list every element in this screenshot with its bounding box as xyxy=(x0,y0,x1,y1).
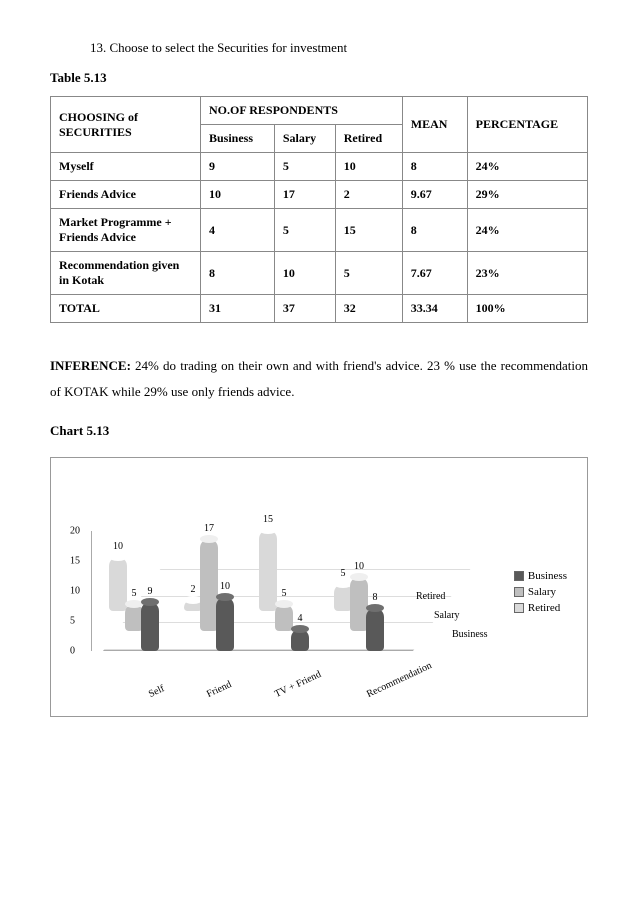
chart-bar-value: 8 xyxy=(373,592,378,603)
table-cell: 9 xyxy=(201,153,275,181)
chart-category-label: Friend xyxy=(205,679,233,700)
table-cell: 10 xyxy=(335,153,402,181)
chart-container: 05101520 RetiredSalaryBusiness SelfFrien… xyxy=(50,457,588,717)
chart-category-label: Self xyxy=(147,683,166,700)
chart-bar-value: 5 xyxy=(132,588,137,599)
legend-label: Salary xyxy=(528,586,556,598)
chart-depth-labels: Retired Salary Business xyxy=(416,589,488,648)
table-row: Friends Advice101729.6729% xyxy=(51,181,588,209)
chart-bar: 9 xyxy=(141,602,159,651)
table-cell: 10 xyxy=(274,252,335,295)
legend-label: Business xyxy=(528,570,567,582)
inference-text: 24% do trading on their own and with fri… xyxy=(50,358,588,399)
chart-y-tick: 0 xyxy=(70,646,75,657)
table-cell: 4 xyxy=(201,209,275,252)
chart-bar-value: 2 xyxy=(191,584,196,595)
table-cell: Market Programme + Friends Advice xyxy=(51,209,201,252)
chart-bar-value: 10 xyxy=(354,561,364,572)
chart-category-label: TV + Friend xyxy=(273,669,323,700)
chart-category-label: Recommendation xyxy=(365,660,434,700)
legend-item: Retired xyxy=(514,602,567,614)
chart-depth-label: Business xyxy=(452,629,488,640)
table-cell: 24% xyxy=(467,209,587,252)
chart-caption: Chart 5.13 xyxy=(50,423,588,439)
chart-bar-value: 15 xyxy=(263,514,273,525)
chart-depth-label: Salary xyxy=(434,610,488,621)
chart-depth-label: Retired xyxy=(416,591,488,602)
legend-swatch xyxy=(514,571,524,581)
inference-label: INFERENCE: xyxy=(50,358,131,373)
inference-paragraph: INFERENCE: 24% do trading on their own a… xyxy=(50,353,588,405)
th-choosing: CHOOSING of SECURITIES xyxy=(51,97,201,153)
respondents-table: CHOOSING of SECURITIES NO.OF RESPONDENTS… xyxy=(50,96,588,323)
table-cell: 31 xyxy=(201,295,275,323)
chart-y-tick: 15 xyxy=(70,556,80,567)
table-cell: 33.34 xyxy=(402,295,467,323)
legend-item: Business xyxy=(514,570,567,582)
table-cell: Friends Advice xyxy=(51,181,201,209)
th-business: Business xyxy=(201,125,275,153)
table-cell: 2 xyxy=(335,181,402,209)
table-cell: 5 xyxy=(274,209,335,252)
table-cell: 29% xyxy=(467,181,587,209)
table-caption: Table 5.13 xyxy=(50,70,588,86)
table-row: Myself9510824% xyxy=(51,153,588,181)
chart-y-tick: 20 xyxy=(70,526,80,537)
chart-bar-value: 9 xyxy=(148,586,153,597)
chart-y-tick: 5 xyxy=(70,616,75,627)
table-cell: 10 xyxy=(201,181,275,209)
chart-bar-value: 5 xyxy=(341,568,346,579)
th-salary: Salary xyxy=(274,125,335,153)
chart-bar: 8 xyxy=(366,608,384,651)
chart-bar-value: 10 xyxy=(113,541,123,552)
table-row: Market Programme + Friends Advice4515824… xyxy=(51,209,588,252)
table-cell: 5 xyxy=(335,252,402,295)
table-cell: Recommendation given in Kotak xyxy=(51,252,201,295)
table-cell: 32 xyxy=(335,295,402,323)
th-choosing-label: CHOOSING of SECURITIES xyxy=(59,110,138,139)
table-cell: 37 xyxy=(274,295,335,323)
table-cell: 8 xyxy=(402,209,467,252)
table-cell: 8 xyxy=(402,153,467,181)
chart-bar: 10 xyxy=(216,597,234,651)
chart-legend: Business Salary Retired xyxy=(514,566,567,618)
chart-bar-value: 17 xyxy=(204,523,214,534)
chart-bar-value: 4 xyxy=(298,613,303,624)
chart-y-tick: 10 xyxy=(70,586,80,597)
table-cell: 100% xyxy=(467,295,587,323)
th-percentage: PERCENTAGE xyxy=(467,97,587,153)
legend-swatch xyxy=(514,603,524,613)
table-row: TOTAL31373233.34100% xyxy=(51,295,588,323)
th-mean: MEAN xyxy=(402,97,467,153)
table-cell: 15 xyxy=(335,209,402,252)
table-cell: 9.67 xyxy=(402,181,467,209)
chart-bar-value: 5 xyxy=(282,588,287,599)
table-row: Recommendation given in Kotak81057.6723% xyxy=(51,252,588,295)
question-list-item: 13. Choose to select the Securities for … xyxy=(90,40,588,56)
table-cell: TOTAL xyxy=(51,295,201,323)
th-respondents-group: NO.OF RESPONDENTS xyxy=(201,97,403,125)
table-cell: 23% xyxy=(467,252,587,295)
chart-bar: 15 xyxy=(259,530,277,611)
chart-category-labels: SelfFriendTV + FriendRecommendation xyxy=(126,690,456,701)
table-cell: 8 xyxy=(201,252,275,295)
table-cell: 24% xyxy=(467,153,587,181)
chart-bar-value: 10 xyxy=(220,581,230,592)
table-cell: 5 xyxy=(274,153,335,181)
legend-label: Retired xyxy=(528,602,560,614)
table-cell: 17 xyxy=(274,181,335,209)
table-cell: Myself xyxy=(51,153,201,181)
legend-item: Salary xyxy=(514,586,567,598)
th-retired: Retired xyxy=(335,125,402,153)
legend-swatch xyxy=(514,587,524,597)
table-cell: 7.67 xyxy=(402,252,467,295)
chart-bar: 4 xyxy=(291,629,309,651)
chart-bar: 5 xyxy=(275,604,293,631)
